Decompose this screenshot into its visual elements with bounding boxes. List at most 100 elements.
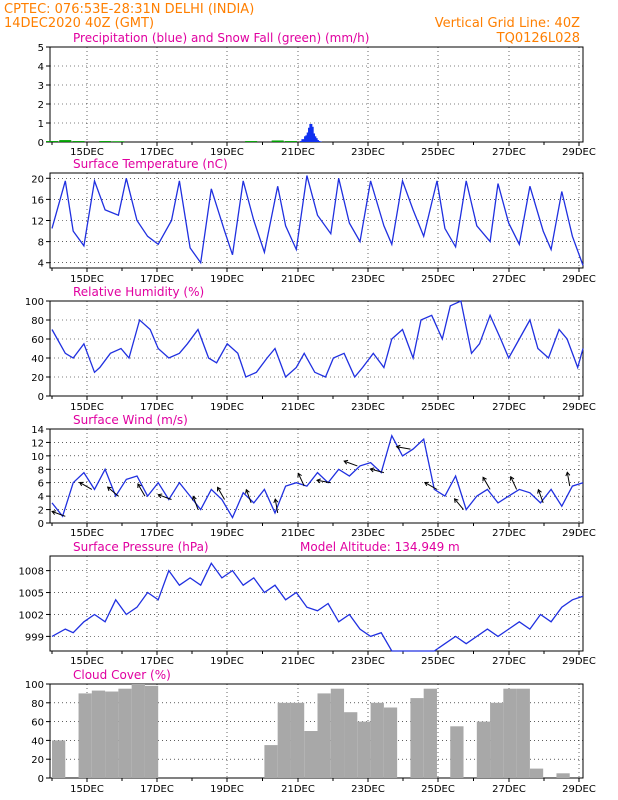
cloud-bar [516, 688, 530, 778]
precip-xtick-label: 19DEC [210, 147, 244, 158]
wind-arrow [137, 483, 146, 497]
pres-title: Surface Pressure (hPa) [73, 540, 209, 554]
wind-arrow-head [316, 478, 321, 484]
wind-arrow [297, 473, 305, 487]
wind-arrow [482, 477, 491, 490]
precip-ytick-label: 4 [38, 62, 44, 73]
pres-xtick-label: 25DEC [421, 656, 455, 667]
header-code: TQ0126L028 [496, 31, 580, 46]
pres-note: Model Altitude: 134.949 m [300, 540, 460, 554]
wind-arrow-head [369, 467, 375, 473]
cloud-bar [383, 707, 398, 778]
precip-ytick-label: 5 [38, 43, 44, 54]
pres-frame [49, 555, 584, 652]
wind-xtick-label: 19DEC [210, 528, 244, 539]
header-grid-note: Vertical Grid Line: 40Z [434, 16, 580, 31]
wind-xtick-label: 15DEC [70, 528, 104, 539]
precip-title: Precipitation (blue) and Snow Fall (gree… [73, 31, 369, 45]
temp-frame [49, 172, 584, 269]
wind-arrow-head [395, 444, 401, 450]
wind-title: Surface Wind (m/s) [73, 413, 188, 427]
wind-arrow-head [537, 488, 542, 494]
cloud-bar [264, 745, 278, 778]
wind-arrow [192, 496, 199, 510]
cloud-bar [410, 698, 424, 778]
rh-ytick-label: 40 [31, 354, 44, 365]
snow-bar [284, 141, 297, 142]
cloud-bar [118, 688, 132, 778]
wind-arrow [424, 481, 438, 490]
wind-series-line [51, 433, 584, 520]
precip-ytick-label: 0 [38, 138, 44, 149]
pres-xtick-label: 21DEC [281, 656, 315, 667]
wind-ytick-label: 14 [31, 425, 44, 436]
wind-arrow-head [51, 510, 57, 515]
precip-xtick-label: 25DEC [421, 147, 455, 158]
wind-arrow-head [137, 483, 142, 489]
snow-bar [46, 141, 58, 142]
precip-ytick-label: 2 [38, 100, 44, 111]
wind-arrow [454, 498, 464, 510]
pres-ytick-label: 1002 [19, 610, 44, 621]
cloud-bar [476, 721, 491, 778]
snow-bar [72, 141, 85, 142]
precip-xtick-label: 15DEC [70, 147, 104, 158]
rh-ytick-label: 80 [31, 316, 44, 327]
rh-xtick-label: 21DEC [281, 402, 315, 413]
cloud-xtick-label: 23DEC [351, 784, 385, 795]
rh-ytick-label: 20 [31, 373, 44, 384]
wind-arrow-head [106, 486, 112, 492]
cloud-xtick-label: 17DEC [140, 784, 174, 795]
wind-ytick-label: 6 [38, 479, 44, 490]
pres-ytick-label: 999 [25, 632, 44, 643]
temp-xtick-label: 27DEC [492, 274, 526, 285]
wind-xtick-label: 25DEC [421, 528, 455, 539]
wind-arrow [316, 479, 331, 484]
cloud-bar [556, 773, 570, 778]
cloud-bar [144, 685, 159, 778]
wind-arrow-head [565, 471, 571, 477]
wind-frame [49, 428, 584, 524]
cloud-bar [131, 684, 145, 778]
rh-series-line [51, 300, 584, 379]
snow-bar [112, 141, 125, 142]
temp-xtick-label: 25DEC [421, 274, 455, 285]
wind-arrow-head [424, 481, 429, 487]
precip-xtick-label: 27DEC [492, 147, 526, 158]
rh-frame [49, 300, 584, 397]
rh-xtick-label: 15DEC [70, 402, 104, 413]
wind-ytick-label: 0 [38, 519, 44, 530]
pres-xtick-label: 19DEC [210, 656, 244, 667]
temp-title: Surface Temperature (nC) [73, 157, 228, 171]
wind-arrow-head [217, 486, 222, 492]
cloud-bar [370, 702, 384, 778]
rh-ytick-label: 60 [31, 335, 44, 346]
cloud-ytick-label: 20 [31, 755, 44, 766]
wind-arrow-head [245, 488, 250, 494]
precip-xtick-label: 17DEC [140, 147, 174, 158]
rh-title: Relative Humidity (%) [73, 285, 204, 299]
rh-xtick-label: 19DEC [210, 402, 244, 413]
temp-ytick-label: 16 [31, 195, 44, 206]
header-date: 14DEC2020 40Z (GMT) [4, 16, 155, 31]
precip-xtick-label: 29DEC [562, 147, 596, 158]
cloud-bar [91, 690, 106, 778]
precip-xtick-label: 23DEC [351, 147, 385, 158]
pres-ytick-label: 1008 [19, 567, 44, 578]
wind-ytick-label: 10 [31, 452, 44, 463]
wind-arrow [343, 460, 358, 467]
cloud-ytick-label: 80 [31, 699, 44, 710]
wind-arrow-head [509, 475, 515, 481]
wind-arrow [217, 487, 226, 500]
wind-arrow [79, 481, 93, 490]
cloud-xtick-label: 19DEC [210, 784, 244, 795]
pres-xtick-label: 17DEC [140, 656, 174, 667]
precip-xtick-label: 21DEC [281, 147, 315, 158]
rh-ytick-label: 100 [25, 297, 44, 308]
wind-arrow-head [273, 498, 279, 504]
temp-xtick-label: 15DEC [70, 274, 104, 285]
rh-xtick-label: 17DEC [140, 402, 174, 413]
snow-bar [245, 141, 258, 142]
cloud-xtick-label: 27DEC [492, 784, 526, 795]
